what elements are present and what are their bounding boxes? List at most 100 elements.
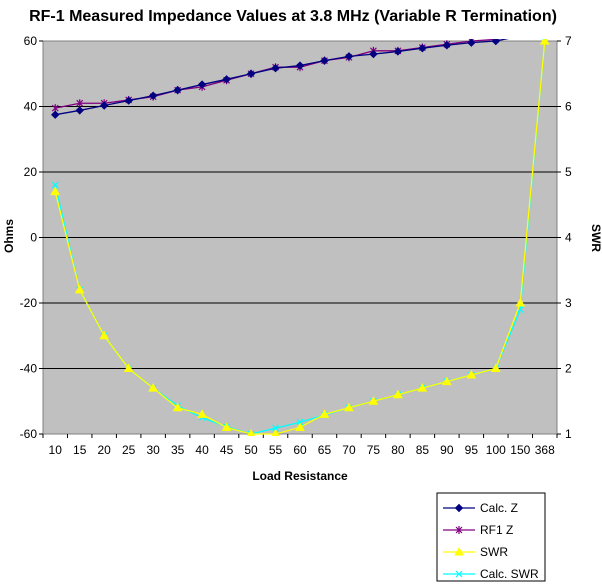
data-point bbox=[296, 418, 304, 426]
legend-label: Calc. Z bbox=[480, 501, 518, 515]
series-calc-z bbox=[51, 39, 510, 119]
data-point bbox=[320, 56, 329, 65]
x-tick-label: 100 bbox=[486, 443, 506, 457]
y2-tick-label: 7 bbox=[565, 34, 572, 48]
data-point bbox=[442, 41, 452, 50]
x-tick-label: 150 bbox=[510, 443, 530, 457]
legend-item: RF1 Z bbox=[443, 523, 513, 537]
y-axis-title: Ohms bbox=[2, 219, 16, 253]
y2-tick-label: 3 bbox=[565, 296, 572, 310]
y-tick-label: -40 bbox=[20, 362, 38, 376]
y2-tick-label: 1 bbox=[565, 427, 572, 441]
legend-swatch-marker bbox=[454, 503, 464, 513]
x-tick-label: 40 bbox=[195, 443, 209, 457]
data-point bbox=[295, 61, 305, 70]
y-tick-label: -60 bbox=[20, 427, 38, 441]
data-point bbox=[99, 101, 109, 110]
data-point bbox=[417, 383, 428, 392]
x-tick-label: 60 bbox=[293, 443, 307, 457]
y-tick-label: -20 bbox=[20, 296, 38, 310]
data-point bbox=[393, 47, 403, 56]
chart-title: RF-1 Measured Impedance Values at 3.8 MH… bbox=[29, 8, 557, 25]
y2-axis-title: SWR bbox=[589, 224, 602, 252]
x-tick-label: 45 bbox=[220, 443, 234, 457]
y-tick-label: 60 bbox=[24, 34, 38, 48]
data-point bbox=[491, 39, 501, 46]
legend-swatch-marker bbox=[455, 570, 463, 578]
data-point bbox=[246, 69, 256, 78]
data-point bbox=[75, 106, 84, 115]
data-point bbox=[344, 402, 354, 412]
left-axis-ticks: 60 40 20 0 -20 -40 -60 bbox=[20, 34, 43, 441]
x-tick-label: 50 bbox=[244, 443, 258, 457]
data-point bbox=[74, 284, 85, 294]
y2-tick-label: 6 bbox=[565, 100, 572, 114]
x-tick-label: 10 bbox=[49, 443, 63, 457]
y2-tick-label: 5 bbox=[565, 165, 572, 179]
data-point bbox=[515, 297, 526, 307]
y2-tick-label: 4 bbox=[565, 231, 572, 245]
series-lines bbox=[50, 39, 550, 436]
data-point bbox=[466, 370, 477, 379]
y2-tick-label: 2 bbox=[565, 362, 572, 376]
data-point bbox=[319, 409, 330, 418]
data-point bbox=[247, 428, 256, 436]
data-point bbox=[393, 389, 403, 399]
data-point bbox=[271, 63, 280, 73]
x-tick-label: 368 bbox=[535, 443, 555, 457]
x-tick-label: 65 bbox=[318, 443, 332, 457]
series-swr bbox=[50, 39, 550, 436]
legend-label: Calc. SWR bbox=[480, 567, 539, 581]
data-point bbox=[124, 96, 133, 105]
data-point bbox=[369, 49, 378, 59]
data-point bbox=[51, 110, 60, 119]
data-point bbox=[441, 376, 452, 386]
legend-swatch-marker bbox=[455, 526, 463, 534]
legend: Calc. Z RF1 Z SWR Calc. SWR bbox=[436, 492, 546, 582]
y-tick-label: 0 bbox=[30, 231, 37, 245]
right-axis-ticks: 7 6 5 4 3 2 1 bbox=[557, 34, 572, 441]
data-point bbox=[490, 363, 501, 372]
x-tick-label: 30 bbox=[146, 443, 160, 457]
legend-label: SWR bbox=[480, 545, 508, 559]
x-tick-label: 75 bbox=[367, 443, 381, 457]
data-point bbox=[368, 396, 379, 405]
data-point bbox=[295, 422, 305, 431]
data-point bbox=[148, 91, 158, 100]
x-tick-label: 15 bbox=[73, 443, 87, 457]
legend-item: SWR bbox=[443, 545, 508, 559]
data-point bbox=[50, 186, 61, 196]
data-point bbox=[148, 383, 159, 392]
y-tick-label: 20 bbox=[24, 165, 38, 179]
data-point bbox=[272, 424, 279, 432]
data-point bbox=[467, 39, 476, 47]
legend-item: Calc. SWR bbox=[443, 567, 539, 581]
data-point bbox=[197, 80, 207, 89]
x-tick-label: 20 bbox=[98, 443, 112, 457]
x-tick-label: 25 bbox=[122, 443, 136, 457]
x-tick-label: 90 bbox=[440, 443, 454, 457]
legend-swatch-marker bbox=[454, 546, 464, 556]
data-point bbox=[221, 422, 232, 431]
data-point bbox=[123, 363, 134, 372]
x-tick-label: 35 bbox=[171, 443, 185, 457]
x-axis-ticks: 10 15 20 25 30 35 40 45 50 55 60 65 70 75 80 85 90 95 100 1… bbox=[42, 434, 558, 457]
data-point bbox=[76, 99, 84, 108]
x-axis-title: Load Resistance bbox=[252, 469, 348, 483]
data-point bbox=[197, 409, 207, 418]
data-point bbox=[172, 402, 183, 412]
legend-label: RF1 Z bbox=[480, 523, 513, 537]
x-tick-label: 85 bbox=[416, 443, 430, 457]
x-tick-label: 80 bbox=[391, 443, 405, 457]
y-tick-label: 40 bbox=[24, 100, 38, 114]
data-point bbox=[222, 75, 231, 84]
data-point bbox=[418, 43, 427, 53]
data-point bbox=[271, 428, 280, 436]
data-point bbox=[51, 181, 59, 189]
data-point bbox=[344, 52, 354, 61]
data-point bbox=[539, 39, 550, 45]
legend-item: Calc. Z bbox=[443, 501, 518, 515]
data-point bbox=[173, 85, 182, 95]
x-tick-label: 95 bbox=[465, 443, 479, 457]
